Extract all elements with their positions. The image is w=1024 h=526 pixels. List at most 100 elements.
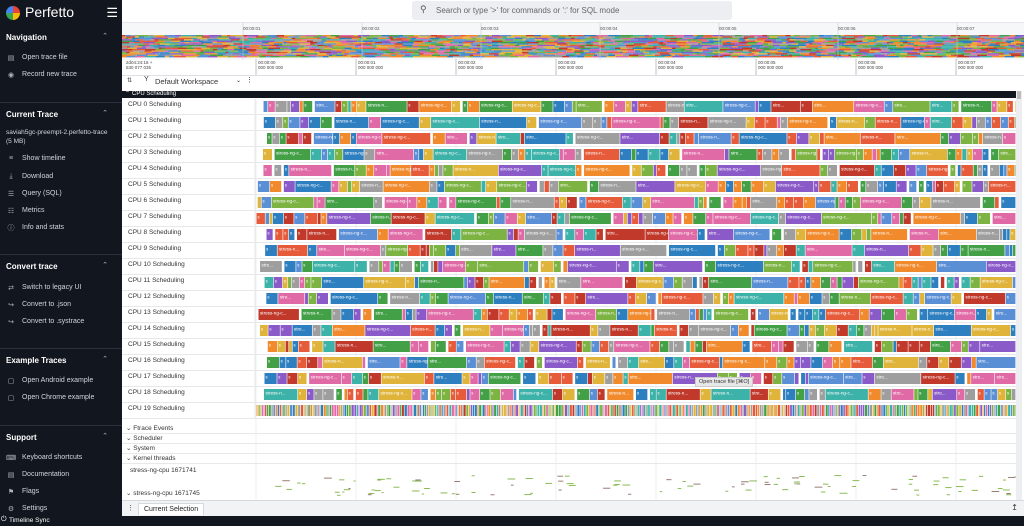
cpu-slice-label: stre... — [853, 359, 865, 364]
overview-segment — [860, 49, 871, 51]
timeline-sync-label[interactable]: Timeline Sync — [9, 517, 50, 524]
sidebar-section-title[interactable]: Example Traces — [6, 356, 67, 365]
overview-segment — [262, 42, 269, 44]
sidebar-item[interactable]: ⚑ Flags — [6, 485, 118, 498]
scrollbar-thumb[interactable] — [1017, 91, 1021, 99]
sidebar-item[interactable]: ▢ Open Chrome example — [6, 391, 118, 404]
track-label[interactable]: CPU 14 Scheduling — [128, 325, 185, 332]
cpu-slice — [910, 149, 947, 160]
chevron-down-icon[interactable]: ⌄ — [126, 445, 134, 452]
chevron-down-icon[interactable]: ⌄ — [126, 455, 134, 462]
sidebar-item[interactable]: ⓘ Info and stats — [6, 221, 118, 234]
overview-segment — [656, 46, 670, 48]
overview-segment — [611, 39, 622, 41]
sidebar-item[interactable]: ◉ Record new trace — [6, 68, 118, 81]
track-label[interactable]: CPU 19 Scheduling — [128, 405, 185, 412]
drag-handle-icon[interactable]: ⋮ — [127, 505, 134, 512]
pin-icon[interactable]: ⇅ — [127, 78, 133, 84]
chevron-down-icon[interactable]: ⌄ — [126, 425, 134, 432]
sidebar-item[interactable]: ☷ Metrics — [6, 204, 118, 217]
group-header[interactable]: ⌃ CPU Scheduling — [122, 91, 1018, 98]
collapsed-group[interactable]: ⌄ Kernel threads — [126, 454, 176, 462]
track-label[interactable]: CPU 16 Scheduling — [128, 357, 185, 364]
sidebar-section-title[interactable]: Convert trace — [6, 262, 58, 271]
cpu-slice-label: s — [799, 295, 801, 300]
track-label[interactable]: CPU 8 Scheduling — [128, 229, 182, 236]
more-options-icon[interactable]: ⋮ — [246, 77, 253, 84]
overview-segment — [613, 53, 622, 55]
cpu-slice — [856, 149, 864, 160]
track-label[interactable]: CPU 6 Scheduling — [128, 197, 182, 204]
chevron-up-icon[interactable]: ⌃ — [125, 91, 131, 97]
sidebar-item[interactable]: ⤓ Download — [6, 170, 118, 183]
track-label[interactable]: CPU 15 Scheduling — [128, 341, 185, 348]
cpu-slice — [442, 261, 466, 272]
track-label[interactable]: CPU 4 Scheduling — [128, 165, 182, 172]
chevron-up-icon[interactable]: ⌃ — [102, 356, 108, 363]
track-label[interactable]: CPU 0 Scheduling — [128, 101, 182, 108]
sidebar-item[interactable]: ↪ Convert to .systrace — [6, 315, 118, 328]
track-label[interactable]: CPU 12 Scheduling — [128, 293, 185, 300]
expand-panel-icon[interactable]: ↥ — [1011, 503, 1018, 512]
omnibox-search[interactable]: ⚲ Search or type '>' for commands or ':'… — [412, 1, 732, 20]
cpu-slice-label: stress-ng-c... — [569, 263, 596, 268]
cpu-slice-label: stress-ng-c... — [638, 279, 665, 284]
workspace-dropdown[interactable]: Default Workspace — [155, 77, 219, 86]
track-label[interactable]: CPU 17 Scheduling — [128, 373, 185, 380]
chevron-up-icon[interactable]: ⌃ — [102, 262, 108, 269]
sidebar-item[interactable]: ▢ Open Android example — [6, 374, 118, 387]
track-label[interactable]: CPU 7 Scheduling — [128, 213, 182, 220]
sidebar-section-title[interactable]: Support — [6, 433, 37, 442]
track-label[interactable]: CPU 18 Scheduling — [128, 389, 185, 396]
sidebar-section-title[interactable]: Current Trace — [6, 110, 59, 119]
cpu-slice-label: s — [749, 247, 751, 252]
thread-track-label[interactable]: ⌄ stress-ng-cpu 1671745 — [126, 489, 200, 497]
cpu-slice-label: s — [766, 119, 768, 124]
hamburger-menu-icon[interactable]: ☰ — [106, 5, 118, 20]
track-label[interactable]: CPU 10 Scheduling — [128, 261, 185, 268]
sidebar-item[interactable]: ⇄ Switch to legacy UI — [6, 281, 118, 294]
track-separator — [122, 130, 1018, 131]
overview-segment — [524, 40, 529, 42]
sidebar-item[interactable]: ⌨ Keyboard shortcuts — [6, 451, 118, 464]
collapsed-group[interactable]: ⌄ System — [126, 444, 155, 452]
collapsed-group[interactable]: ⌄ Ftrace Events — [126, 424, 173, 432]
track-label[interactable]: CPU 2 Scheduling — [128, 133, 182, 140]
overview-segment — [914, 47, 921, 49]
vertical-scrollbar[interactable] — [1016, 91, 1022, 500]
overview-segment — [302, 51, 308, 54]
track-canvas[interactable]: s s s s stre... s s s s stress-n... s stress-ng-c..… — [122, 91, 1018, 500]
track-label[interactable]: CPU 3 Scheduling — [128, 149, 182, 156]
track-label[interactable]: CPU 9 Scheduling — [128, 245, 182, 252]
cpu-slice — [537, 405, 540, 416]
chevron-up-icon[interactable]: ⌃ — [102, 33, 108, 40]
chevron-up-icon[interactable]: ⌃ — [102, 433, 108, 440]
track-label[interactable]: CPU 1 Scheduling — [128, 117, 182, 124]
sidebar-item[interactable]: ⚙ Settings — [6, 502, 118, 515]
overview-segment — [430, 49, 438, 51]
track-label[interactable]: CPU 5 Scheduling — [128, 181, 182, 188]
cpu-slice — [648, 405, 650, 416]
chevron-up-icon[interactable]: ⌃ — [102, 110, 108, 117]
sidebar-section-title[interactable]: Navigation — [6, 33, 47, 42]
overview-segment — [925, 39, 930, 41]
tab-current-selection[interactable]: Current Selection — [138, 503, 205, 515]
sidebar-item[interactable]: ↪ Convert to .json — [6, 298, 118, 311]
sidebar-item[interactable]: ▤ Open trace file — [6, 51, 118, 64]
track-separator — [122, 386, 1018, 387]
filter-icon[interactable]: Y — [144, 76, 149, 83]
thread-track-label[interactable]: stress-ng-cpu 1671741 — [130, 467, 197, 474]
chevron-down-icon[interactable]: ⌄ — [236, 78, 242, 84]
cpu-slice — [961, 101, 992, 112]
track-label[interactable]: CPU 11 Scheduling — [128, 277, 185, 284]
collapsed-group[interactable]: ⌄ Scheduler — [126, 434, 163, 442]
track-label[interactable]: CPU 13 Scheduling — [128, 309, 185, 316]
timeline-overview[interactable]: 00:00:01 00:00:02 00:00:03 00:00:04 00:00:05… — [122, 23, 1024, 60]
sidebar-item[interactable]: ▤ Documentation — [6, 468, 118, 481]
sidebar-item[interactable]: ≡ Show timeline — [6, 152, 118, 165]
chevron-down-icon[interactable]: ⌄ — [126, 490, 134, 497]
sidebar-item[interactable]: ☰ Query (SQL) — [6, 187, 118, 200]
cpu-slice-label: s — [409, 199, 411, 204]
chevron-down-icon[interactable]: ⌄ — [126, 435, 134, 442]
